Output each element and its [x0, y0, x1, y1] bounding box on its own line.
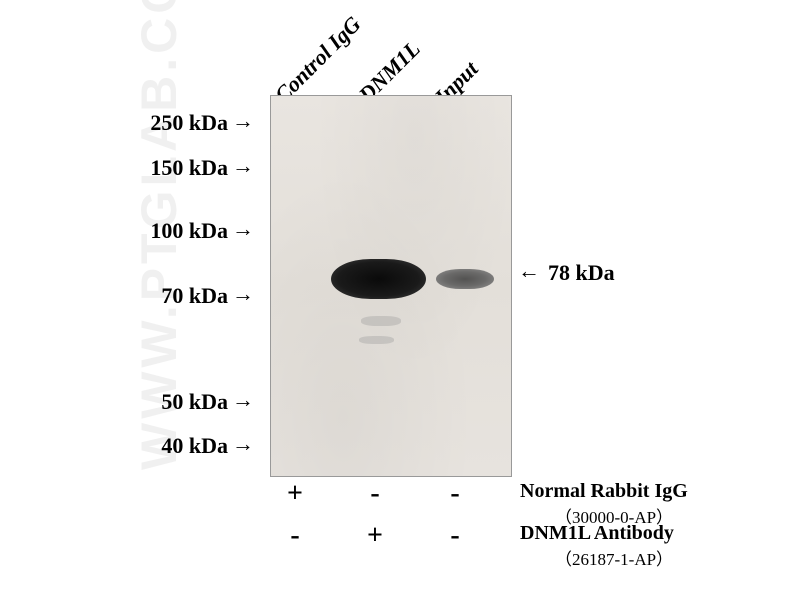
- target-arrow-icon: ←: [518, 258, 540, 284]
- mw-label: 150 kDa: [128, 155, 228, 181]
- western-blot-figure: WWW.PTGLAB.COM Control IgG DNM1L Input 2…: [0, 0, 800, 600]
- mw-arrow-icon: →: [232, 216, 254, 242]
- treatment-cell: -: [265, 520, 325, 552]
- target-band-label: 78 kDa: [548, 260, 615, 286]
- mw-arrow-icon: →: [232, 431, 254, 457]
- antibody-label: DNM1L Antibody: [520, 522, 674, 545]
- mw-label: 250 kDa: [128, 110, 228, 136]
- band-faint-1: [361, 316, 401, 326]
- treatment-cell: -: [345, 478, 405, 510]
- band-input: [436, 269, 494, 289]
- band-dnm1l: [331, 259, 426, 299]
- treatment-cell: -: [425, 520, 485, 552]
- band-faint-2: [359, 336, 394, 344]
- treatment-cell: -: [425, 478, 485, 510]
- mw-arrow-icon: →: [232, 108, 254, 134]
- mw-label: 70 kDa: [138, 283, 228, 309]
- antibody-label: Normal Rabbit IgG: [520, 480, 688, 503]
- mw-arrow-icon: →: [232, 153, 254, 179]
- treatment-cell: +: [265, 478, 325, 510]
- mw-label: 50 kDa: [138, 389, 228, 415]
- antibody-catalog: （26187-1-AP）: [555, 545, 673, 570]
- mw-arrow-icon: →: [232, 387, 254, 413]
- blot-membrane: [270, 95, 512, 477]
- lane-label-control: Control IgG: [270, 11, 367, 108]
- treatment-cell: +: [345, 520, 405, 552]
- mw-arrow-icon: →: [232, 281, 254, 307]
- mw-label: 40 kDa: [138, 433, 228, 459]
- mw-label: 100 kDa: [128, 218, 228, 244]
